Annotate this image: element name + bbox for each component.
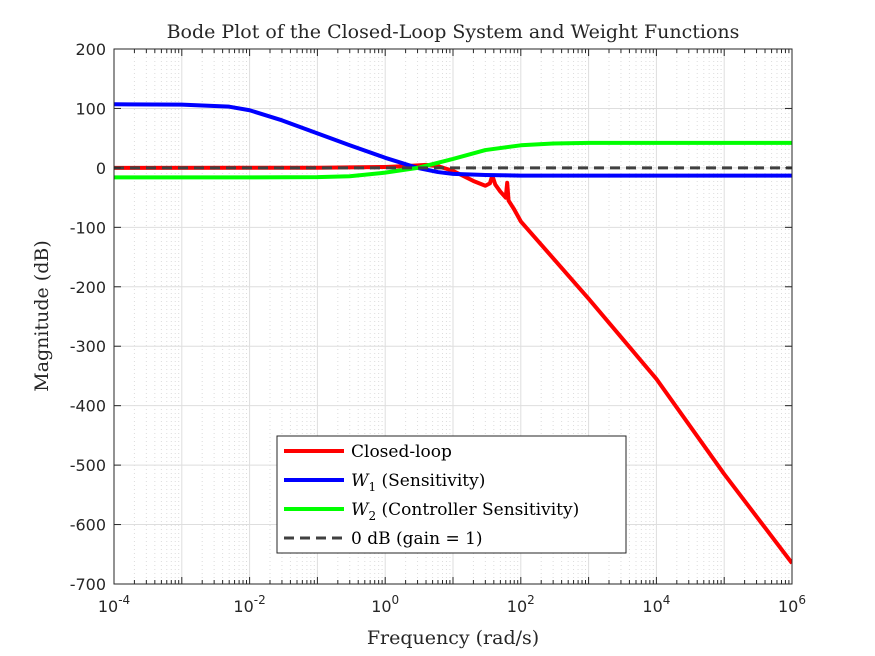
series-layer xyxy=(114,102,792,565)
series-line-3 xyxy=(114,140,792,180)
y-tick-label: -100 xyxy=(70,218,106,237)
y-tick-label: -300 xyxy=(70,337,106,356)
x-tick-label: 10-2 xyxy=(233,593,265,616)
y-tick-label: -600 xyxy=(70,516,106,535)
x-tick-labels: 10-4 10-2 100 102 104 106 xyxy=(98,593,806,616)
x-tick-label: 10-4 xyxy=(98,593,130,616)
y-tick-label: 100 xyxy=(75,99,106,118)
legend-label-3: W2 (Controller Sensitivity) xyxy=(351,500,579,523)
y-tick-label: -700 xyxy=(70,575,106,594)
y-tick-labels: 200 100 0 -100 -200 -300 -400 -500 -600 -700 xyxy=(70,40,106,594)
legend-label-4: 0 dB (gain = 1) xyxy=(351,529,483,549)
x-axis-label: Frequency (rad/s) xyxy=(367,627,539,649)
y-tick-label: 0 xyxy=(96,159,106,178)
x-tick-label: 102 xyxy=(507,593,535,616)
y-tick-label: 200 xyxy=(75,40,106,59)
chart-title: Bode Plot of the Closed-Loop System and … xyxy=(167,21,740,43)
x-tick-label: 100 xyxy=(371,593,399,616)
x-tick-label: 106 xyxy=(778,593,806,616)
y-tick-label: -500 xyxy=(70,456,106,475)
y-tick-label: -200 xyxy=(70,278,106,297)
legend-box xyxy=(276,435,627,554)
legend-label-1: Closed-loop xyxy=(351,442,452,462)
y-axis-label: Magnitude (dB) xyxy=(31,240,53,392)
y-tick-label: -400 xyxy=(70,397,106,416)
series-line-2 xyxy=(114,102,792,178)
legend-label-2: W1 (Sensitivity) xyxy=(351,471,485,494)
legend: Closed-loop W1 (Sensitivity) W2 (Controlle… xyxy=(276,435,627,554)
x-tick-label: 104 xyxy=(642,593,670,616)
axis-ticks xyxy=(113,48,793,585)
